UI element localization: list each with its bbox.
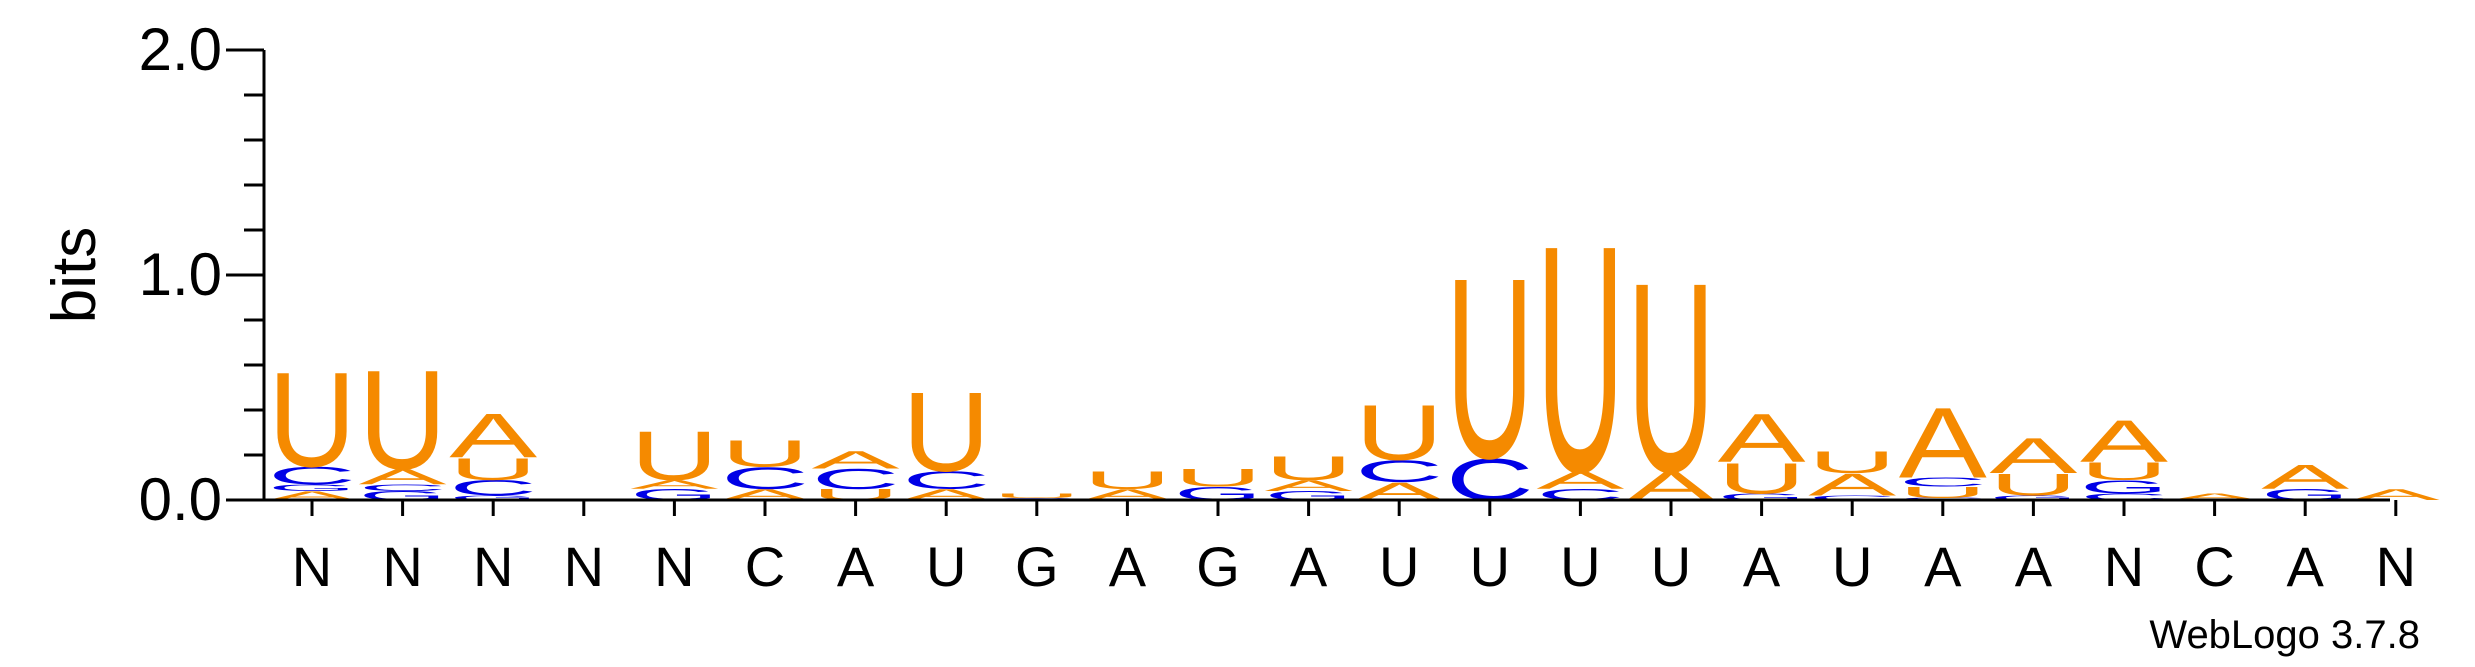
logo-letter-A: A — [2261, 458, 2350, 496]
logo-letter-C: C — [2080, 492, 2168, 502]
logo-letter-A: A — [1265, 477, 1353, 495]
logo-letter-U: U — [1083, 466, 1171, 494]
x-tick-label: C — [745, 535, 785, 598]
logo-letter-C: C — [1355, 453, 1443, 488]
x-tick-label: U — [1832, 535, 1872, 598]
logo-letter-A: A — [359, 464, 447, 489]
logo-letter-A: A — [630, 477, 719, 491]
x-tick-label: U — [1470, 535, 1510, 598]
x-tick-label: N — [654, 535, 694, 598]
y-tick-label: 1.0 — [139, 241, 222, 308]
x-tick-label: N — [473, 535, 513, 598]
logo-letter-U: U — [1174, 464, 1262, 492]
y-axis-label: bits — [40, 227, 109, 323]
x-tick-label: A — [1109, 535, 1147, 598]
x-tick-label: A — [1290, 535, 1328, 598]
logo-letter-U: U — [268, 345, 356, 495]
x-tick-label: U — [1651, 535, 1691, 598]
logo-letter-A: A — [2171, 491, 2260, 502]
logo-letter-U: U — [993, 492, 1081, 499]
logo-letter-U: U — [1718, 454, 1806, 503]
logo-letter-G: G — [1718, 492, 1806, 503]
logo-letter-U: U — [1265, 448, 1353, 487]
logo-letter-G: G — [268, 483, 356, 494]
logo-letter-U: U — [1446, 225, 1534, 513]
letter-stacks: AGCUGCAUGCUAGAUACUUCAACUGUAUGUGAUACUCUCA… — [268, 178, 2440, 539]
x-tick-label: N — [2376, 535, 2416, 598]
logo-letter-G: G — [2080, 477, 2168, 498]
logo-letter-U: U — [1989, 467, 2077, 502]
logo-letter-C: C — [902, 466, 990, 494]
x-tick-label: C — [2194, 535, 2234, 598]
logo-letter-U: U — [1536, 178, 1624, 539]
logo-letter-C: C — [359, 483, 447, 493]
logo-letter-A: A — [812, 446, 901, 474]
logo-letter-G: G — [449, 494, 537, 501]
x-tick-label: A — [2287, 535, 2325, 598]
x-tick-label: N — [292, 535, 332, 598]
logo-letter-U: U — [1899, 484, 1987, 502]
x-tick-label: A — [1743, 535, 1781, 598]
logo-letter-U: U — [1808, 444, 1896, 479]
x-tick-label: A — [837, 535, 875, 598]
logo-letter-A: A — [1718, 400, 1807, 477]
x-tick-label: G — [1196, 535, 1240, 598]
x-tick-label: N — [2104, 535, 2144, 598]
logo-letter-U: U — [1355, 388, 1443, 476]
logo-letter-A: A — [449, 400, 537, 471]
logo-letter-U: U — [902, 369, 990, 495]
x-tick-label: U — [1560, 535, 1600, 598]
x-tick-label: N — [382, 535, 422, 598]
x-tick-label: N — [564, 535, 604, 598]
logo-letter-C: C — [1808, 494, 1896, 501]
y-tick-label: 0.0 — [139, 466, 222, 533]
x-tick-label: U — [926, 535, 966, 598]
weblogo-credit: WebLogo 3.7.8 — [2149, 613, 2420, 657]
y-axis-ticks: 0.0 1.0 2.0 — [139, 16, 264, 533]
y-tick-label: 2.0 — [139, 16, 222, 83]
logo-letter-G: G — [1989, 494, 2077, 501]
logo-letter-U: U — [630, 417, 718, 494]
logo-letter-C: C — [812, 463, 900, 495]
logo-letter-A: A — [2080, 408, 2169, 475]
logo-letter-U: U — [359, 341, 447, 498]
logo-letter-A: A — [1536, 466, 1625, 494]
x-tick-label: A — [1924, 535, 1962, 598]
logo-letter-C: C — [1899, 475, 1987, 489]
logo-letter-A: A — [1989, 428, 2078, 484]
logo-letter-C: C — [449, 476, 537, 501]
logo-letter-A: A — [1899, 387, 1987, 499]
x-tick-label: U — [1379, 535, 1419, 598]
logo-letter-C: C — [721, 460, 809, 495]
logo-letter-C: C — [268, 461, 356, 489]
logo-letter-U: U — [449, 451, 537, 486]
logo-letter-U: U — [2080, 457, 2168, 485]
logo-letter-U: U — [1627, 227, 1715, 529]
logo-letter-A: A — [1808, 467, 1896, 502]
logo-letter-U: U — [721, 432, 809, 474]
x-tick-label: G — [1015, 535, 1059, 598]
x-tick-label: A — [2015, 535, 2053, 598]
